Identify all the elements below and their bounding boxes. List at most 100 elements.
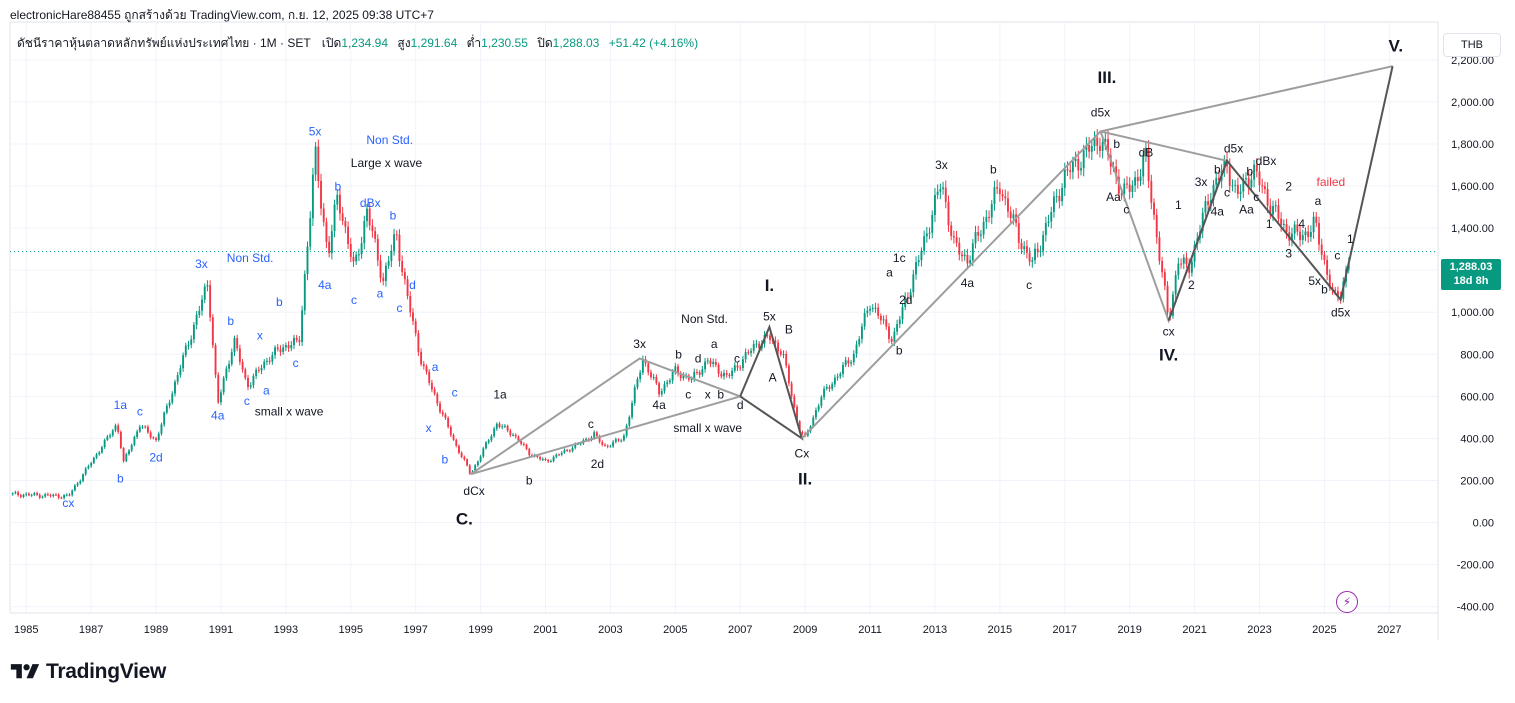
candle-body xyxy=(1161,261,1164,273)
candle-body xyxy=(961,254,963,257)
wave-label: b xyxy=(442,453,449,467)
wave-label: 1a xyxy=(114,398,128,412)
candle-body xyxy=(1318,223,1320,245)
candle-body xyxy=(539,457,542,460)
candle-body xyxy=(109,435,112,437)
x-tick-label: 1987 xyxy=(79,624,103,636)
candle-body xyxy=(1285,223,1288,233)
candle-body xyxy=(1174,275,1177,295)
wave-label: c xyxy=(452,385,458,399)
wave-label: Non Std. xyxy=(366,133,413,147)
candle-body xyxy=(352,257,355,262)
tradingview-wordmark: TradingView xyxy=(46,660,167,683)
candle-body xyxy=(479,456,482,462)
wave-label: c xyxy=(1123,202,1129,216)
candle-body xyxy=(641,359,644,373)
candle-body xyxy=(1228,166,1231,186)
candle-body xyxy=(371,225,374,232)
wave-label: 1 xyxy=(1266,217,1273,231)
candle-body xyxy=(298,340,301,342)
candle-body xyxy=(549,460,552,462)
candle-body xyxy=(617,439,620,441)
candle-body xyxy=(252,375,255,386)
candle-body xyxy=(1312,216,1315,232)
candle-body xyxy=(650,372,652,378)
candle-body xyxy=(934,194,936,215)
wave-label: failed xyxy=(1317,175,1346,189)
candle-body xyxy=(622,435,625,441)
candle-body xyxy=(677,366,679,374)
wave-label: d xyxy=(695,352,702,366)
wave-label: c xyxy=(351,293,357,307)
candle-body xyxy=(174,381,176,394)
currency-button[interactable]: THB xyxy=(1443,33,1501,57)
candle-body xyxy=(1266,189,1269,206)
tradingview-logo[interactable]: TradingView xyxy=(10,660,166,684)
wave-label: Large x wave xyxy=(351,156,423,170)
candle-body xyxy=(1309,231,1312,237)
candle-body xyxy=(1207,201,1210,206)
close-label: ปิด xyxy=(537,36,553,50)
candle-body xyxy=(1301,235,1304,241)
wave-label: dB xyxy=(1139,146,1154,160)
candle-body xyxy=(1291,233,1293,241)
candle-body xyxy=(620,440,623,442)
candle-body xyxy=(1120,193,1123,195)
candle-body xyxy=(947,201,950,226)
candle-body xyxy=(485,442,487,449)
candle-body xyxy=(847,360,850,364)
candle-body xyxy=(666,382,669,385)
candle-body xyxy=(155,438,157,441)
candle-body xyxy=(931,214,934,233)
candle-body xyxy=(244,369,247,378)
candle-body xyxy=(682,375,685,379)
symbol-name[interactable]: ดัชนีราคาหุ้นตลาดหลักทรัพย์แห่งประเทศไทย… xyxy=(17,36,311,50)
candle-body xyxy=(915,262,917,275)
candle-body xyxy=(1131,185,1134,192)
candle-body xyxy=(336,194,339,205)
candle-body xyxy=(974,231,977,244)
wave-label: c xyxy=(1334,249,1340,263)
y-tick-label: 200.00 xyxy=(1460,475,1494,487)
candle-body xyxy=(758,343,761,349)
flash-icon[interactable]: ⚡ xyxy=(1336,591,1358,613)
x-tick-label: 2025 xyxy=(1312,624,1336,636)
candle-body xyxy=(855,344,858,354)
wave-label: 2 xyxy=(1285,179,1292,193)
candle-body xyxy=(401,261,404,273)
candle-body xyxy=(482,448,485,457)
candle-body xyxy=(1155,214,1158,238)
wave-label: a xyxy=(432,360,439,374)
candle-body xyxy=(993,187,996,205)
candle-body xyxy=(309,218,312,247)
candle-body xyxy=(1282,223,1285,226)
wave-label: b xyxy=(717,387,724,401)
candle-body xyxy=(101,447,103,453)
candle-body xyxy=(92,457,95,464)
candle-body xyxy=(192,324,195,340)
x-tick-label: 1997 xyxy=(403,624,427,636)
candle-body xyxy=(506,425,509,431)
candle-body xyxy=(241,361,244,370)
candle-body xyxy=(552,456,555,461)
candle-body xyxy=(36,493,38,495)
candle-body xyxy=(412,312,414,322)
candle-body xyxy=(869,308,871,311)
candle-body xyxy=(744,352,747,360)
candle-body xyxy=(44,494,47,497)
candle-body xyxy=(430,382,433,390)
candle-body xyxy=(517,436,520,442)
candle-body xyxy=(1193,244,1196,262)
y-tick-label: 1,800.00 xyxy=(1451,139,1494,151)
candle-body xyxy=(357,254,360,256)
candle-body xyxy=(966,254,969,264)
candle-body xyxy=(1239,191,1242,194)
candle-body xyxy=(22,494,25,497)
candle-body xyxy=(1320,244,1323,255)
candle-body xyxy=(347,226,350,244)
candle-body xyxy=(774,340,777,343)
candle-body xyxy=(798,421,801,433)
candle-body xyxy=(882,319,885,321)
candle-body xyxy=(801,432,804,434)
